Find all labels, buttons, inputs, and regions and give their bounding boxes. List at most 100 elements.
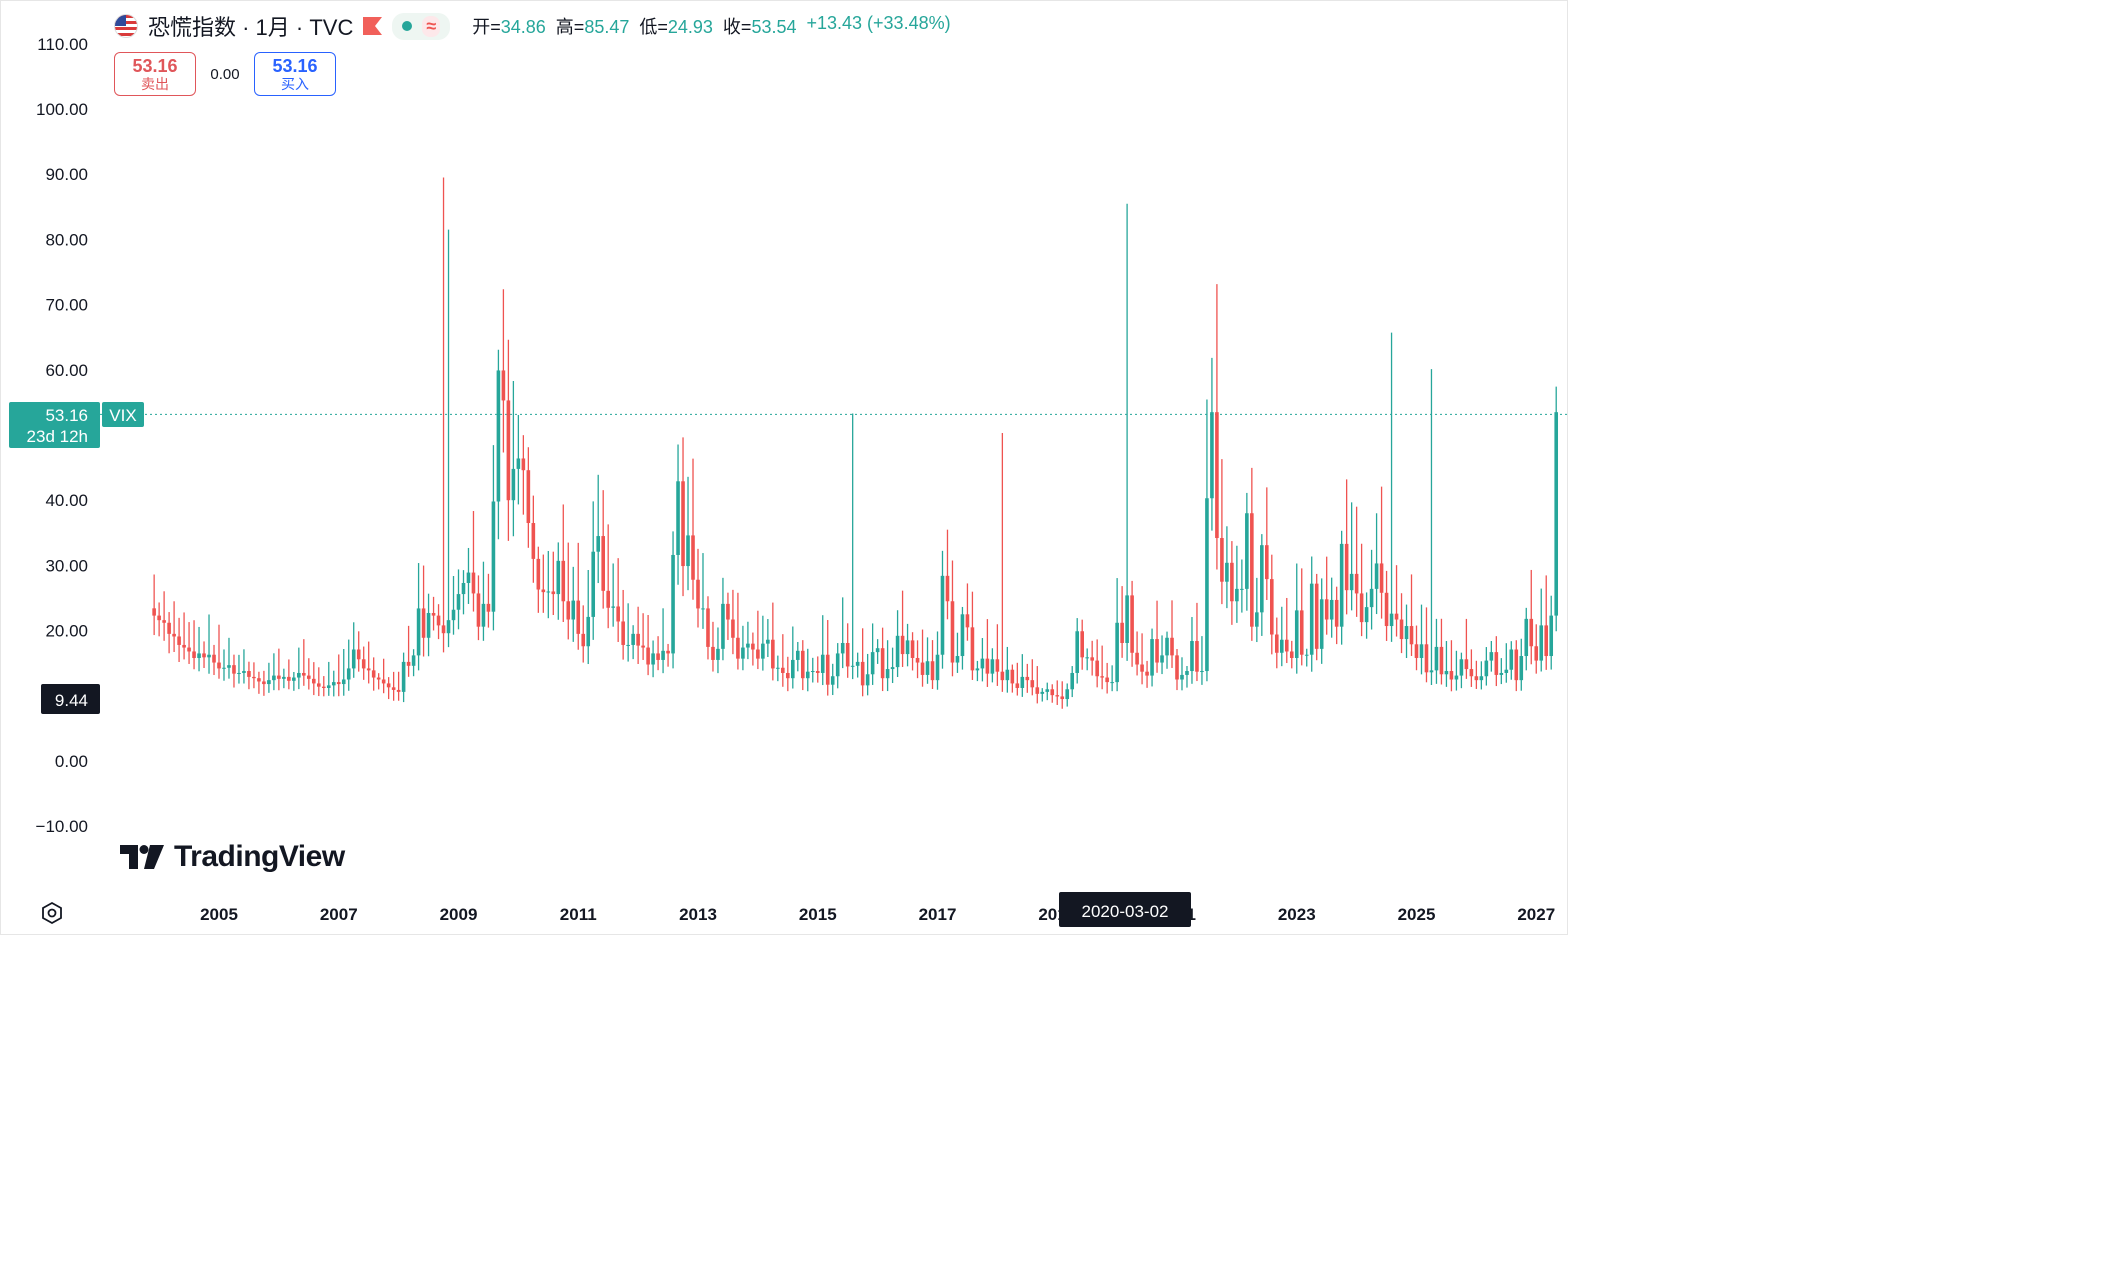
candle-body	[686, 535, 690, 567]
candle-body	[1155, 639, 1159, 663]
candle-body	[287, 676, 291, 681]
tradingview-logo[interactable]: TradingView	[120, 840, 345, 874]
candle-body	[1215, 412, 1219, 539]
candle-body	[666, 650, 670, 654]
candle-body	[1369, 588, 1374, 608]
candle-body	[1235, 588, 1239, 602]
candle-body	[1015, 683, 1020, 688]
candle-body	[910, 640, 915, 658]
candle-body	[401, 661, 406, 692]
candle-body	[576, 600, 581, 634]
candle-body	[1324, 599, 1329, 620]
price-chart[interactable]: 110.00 100.00 90.00 80.00 70.00 60.00 40.00 30.…	[0, 0, 1568, 935]
candle-body	[446, 620, 451, 634]
candle-body	[561, 560, 566, 602]
candle-body	[895, 635, 900, 668]
candle-body	[865, 674, 870, 686]
candle-body	[1245, 513, 1249, 589]
candle-body	[860, 661, 865, 686]
tv-logo-icon	[120, 845, 164, 869]
candle-body	[436, 615, 441, 626]
buy-button[interactable]: 53.16 买入	[254, 52, 336, 96]
candle-body	[1299, 610, 1304, 655]
candle-body	[551, 591, 556, 595]
candle-body	[1314, 583, 1319, 649]
candle-body	[791, 659, 795, 679]
candle-body	[242, 671, 246, 673]
candle-body	[232, 665, 236, 674]
candle-body	[531, 523, 536, 559]
candle-body	[850, 665, 855, 667]
crosshair-price-label: 9.44	[41, 684, 100, 714]
candle-body	[371, 670, 376, 678]
candle-body	[217, 662, 221, 669]
candle-body	[1549, 615, 1554, 657]
candle-body	[1319, 599, 1324, 649]
x-tick-label: 2023	[1278, 905, 1316, 924]
candle-body	[247, 671, 251, 677]
candle-body	[935, 654, 940, 681]
chart-settings-button[interactable]	[40, 901, 64, 930]
candle-body	[810, 671, 815, 673]
y-tick-label: 100.00	[36, 100, 88, 119]
candle-body	[227, 665, 231, 668]
candle-body	[1334, 599, 1339, 627]
candle-body	[581, 633, 586, 647]
candle-body	[326, 685, 331, 688]
candle-body	[1160, 655, 1164, 663]
candle-body	[691, 535, 695, 580]
x-tick-label: 2005	[200, 905, 238, 924]
ohlc-high: 高=85.47	[555, 17, 630, 37]
candle-body	[930, 661, 935, 681]
candle-body	[1175, 655, 1179, 680]
candle-body	[1260, 545, 1264, 613]
time-axis[interactable]: 2005200720092011201320152017201920212023…	[200, 905, 1555, 924]
candle-body	[835, 653, 840, 677]
candle-body	[1409, 626, 1414, 645]
candle-body	[1529, 618, 1534, 647]
candle-body	[262, 681, 266, 685]
y-tick-label: 60.00	[45, 361, 88, 380]
candle-body	[406, 661, 411, 666]
candle-body	[386, 683, 391, 688]
candle-body	[606, 590, 610, 608]
candle-body	[1040, 691, 1045, 694]
candle-body	[277, 675, 281, 679]
candle-body	[1100, 676, 1104, 678]
candle-body	[252, 676, 256, 679]
last-price-value: 53.16	[45, 406, 88, 425]
status-dot-icon	[402, 21, 413, 31]
candle-body	[1339, 543, 1344, 627]
candle-body	[182, 644, 186, 648]
candles[interactable]	[152, 177, 1559, 709]
candle-body	[1090, 657, 1094, 661]
candle-body	[1020, 676, 1025, 688]
candle-body	[890, 667, 895, 670]
status-pill[interactable]: ≈	[392, 12, 451, 40]
candle-body	[1180, 674, 1184, 680]
candle-body	[591, 551, 596, 617]
candle-body	[157, 615, 161, 621]
svg-text:2020-03-02: 2020-03-02	[1082, 902, 1169, 921]
candle-body	[1085, 657, 1089, 659]
candle-body	[1110, 682, 1114, 684]
candle-body	[1125, 595, 1129, 643]
chart-frame	[0, 0, 1568, 935]
svg-text:VIX: VIX	[109, 406, 136, 425]
candle-body	[751, 643, 755, 650]
candle-body	[496, 370, 501, 502]
candle-body	[1404, 626, 1409, 640]
candle-body	[676, 481, 680, 555]
candle-body	[501, 370, 506, 401]
x-tick-label: 2011	[560, 905, 597, 924]
candle-body	[820, 654, 825, 673]
candle-body	[316, 683, 321, 687]
sell-button[interactable]: 53.16 卖出	[114, 52, 196, 96]
price-axis[interactable]: 110.00 100.00 90.00 80.00 70.00 60.00 40.00 30.…	[36, 35, 88, 836]
symbol-title[interactable]: 恐慌指数 · 1月 · TVC	[148, 15, 354, 40]
candle-body	[1494, 652, 1499, 675]
candle-body	[955, 656, 960, 663]
candle-body	[1439, 646, 1444, 675]
candle-body	[736, 637, 740, 659]
candle-body	[990, 659, 995, 674]
